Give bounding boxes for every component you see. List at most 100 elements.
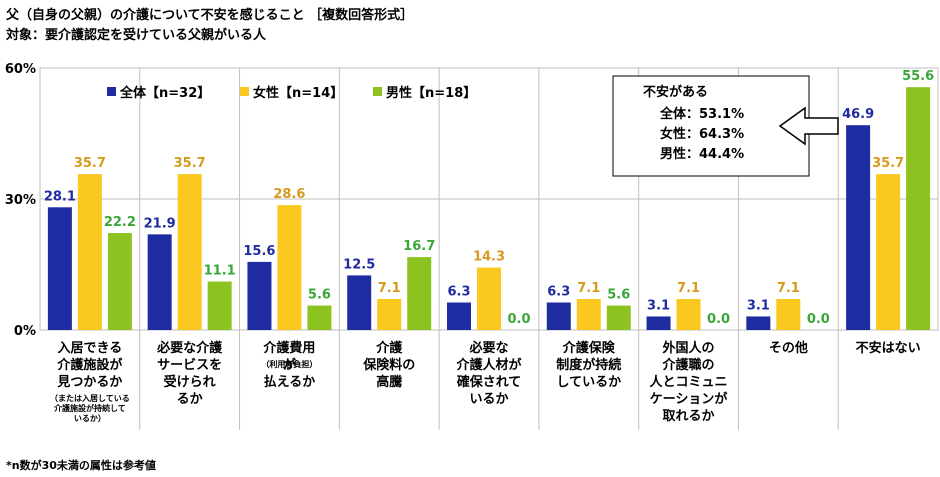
bar [546, 302, 571, 330]
bar [876, 174, 901, 330]
chart-title: 父（自身の父親）の介護について不安を感じること ［複数回答形式］ [6, 8, 414, 23]
category-label: 入居できる [58, 341, 123, 356]
bar [646, 316, 671, 330]
data-label: 15.6 [243, 244, 275, 259]
annotation-heading: 不安がある [643, 84, 708, 100]
y-tick-label: 30% [5, 193, 36, 208]
category-label: 払えるか [264, 374, 316, 390]
category-label: 見つかるか [56, 375, 122, 390]
category-label: 外国人の [662, 340, 715, 356]
bar [746, 316, 771, 330]
category-label: 不安はない [856, 340, 921, 356]
category-label: が [283, 357, 296, 373]
category-label: 必要な介護 [156, 340, 223, 356]
category-label: 介護施設が [56, 357, 122, 373]
category-label: サービスを [157, 357, 222, 373]
arrow-icon [778, 106, 839, 146]
category-label: 人とコミュニ [650, 374, 728, 390]
data-label: 35.7 [74, 156, 106, 171]
y-tick-label: 0% [14, 324, 36, 339]
data-label: 0.0 [507, 312, 530, 327]
data-label: 7.1 [378, 281, 401, 296]
bar [606, 305, 631, 330]
legend-swatch [240, 87, 249, 96]
bar [477, 267, 501, 330]
data-label: 5.6 [607, 288, 630, 303]
data-label: 3.1 [647, 298, 670, 313]
category-label: 確保されて [457, 374, 522, 390]
data-label: 12.5 [343, 257, 375, 272]
category-note: （利用者負担） [261, 359, 317, 369]
bar [77, 174, 102, 330]
data-label: 7.1 [577, 281, 600, 296]
legend-label: 全体【n=32】 [119, 85, 210, 101]
data-label: 0.0 [707, 312, 730, 327]
data-label: 21.9 [144, 216, 176, 231]
bar [407, 257, 432, 330]
data-label: 22.2 [104, 215, 136, 230]
data-label: 16.7 [403, 239, 435, 254]
data-label: 35.7 [174, 156, 206, 171]
category-label: るか [177, 392, 203, 407]
data-label: 0.0 [807, 312, 830, 327]
category-label: その他 [769, 340, 808, 356]
bar [576, 298, 601, 330]
bar [307, 305, 332, 330]
bar [177, 174, 202, 330]
legend-swatch [107, 87, 116, 96]
category-label: 高騰 [376, 374, 402, 390]
category-label: 受けられ [164, 374, 216, 390]
bar [347, 275, 372, 330]
data-label: 28.6 [273, 187, 305, 202]
data-label: 11.1 [204, 264, 236, 279]
category-label: 取れるか [663, 409, 715, 424]
category-label: 制度が持続 [556, 357, 621, 373]
data-label: 7.1 [677, 281, 700, 296]
annotation-line: 男性：44.4% [660, 146, 744, 162]
data-label: 3.1 [747, 298, 770, 313]
category-label: 介護職の [662, 357, 715, 373]
bar [247, 261, 272, 330]
bar [277, 205, 302, 330]
legend-swatch [373, 87, 382, 96]
data-label: 7.1 [777, 281, 800, 296]
bar [846, 125, 871, 330]
data-label: 6.3 [447, 284, 470, 299]
category-label: しているか [556, 375, 621, 390]
legend-label: 女性【n=14】 [253, 85, 343, 101]
annotation-line: 全体：53.1% [659, 106, 744, 122]
footnote: *n数が30未満の属性は参考値 [6, 459, 156, 472]
data-label: 46.9 [842, 107, 874, 122]
bar [47, 207, 72, 330]
bar [377, 298, 402, 330]
category-label: 介護人材が [455, 357, 521, 373]
data-label: 35.7 [872, 156, 904, 171]
bar [776, 298, 801, 330]
data-label: 6.3 [547, 284, 570, 299]
category-label: 介護 [375, 340, 403, 356]
category-note: いるか） [74, 413, 106, 423]
category-label: ケーションが [650, 391, 728, 407]
category-label: 介護保険 [562, 340, 616, 356]
data-label: 14.3 [473, 250, 505, 265]
bar [207, 281, 232, 330]
annotation-box [612, 75, 810, 177]
category-label: 介護費用 [262, 340, 315, 356]
category-note: 介護施設が持続して [53, 403, 126, 413]
bar [147, 234, 172, 330]
category-label: いるか [469, 392, 508, 407]
category-label: 必要な [468, 340, 508, 356]
bar [906, 87, 931, 330]
data-label: 55.6 [902, 69, 934, 84]
y-tick-label: 60% [5, 62, 36, 77]
category-note: （または入居している [50, 393, 130, 403]
legend-label: 男性【n=18】 [386, 85, 476, 101]
chart-subtitle: 対象：要介護認定を受けている父親がいる人 [6, 28, 267, 43]
data-label: 5.6 [308, 288, 331, 303]
annotation-line: 女性：64.3% [660, 126, 744, 142]
bar [447, 302, 471, 330]
bar [107, 233, 132, 330]
category-label: 保険料の [362, 357, 415, 373]
data-label: 28.1 [44, 189, 76, 204]
